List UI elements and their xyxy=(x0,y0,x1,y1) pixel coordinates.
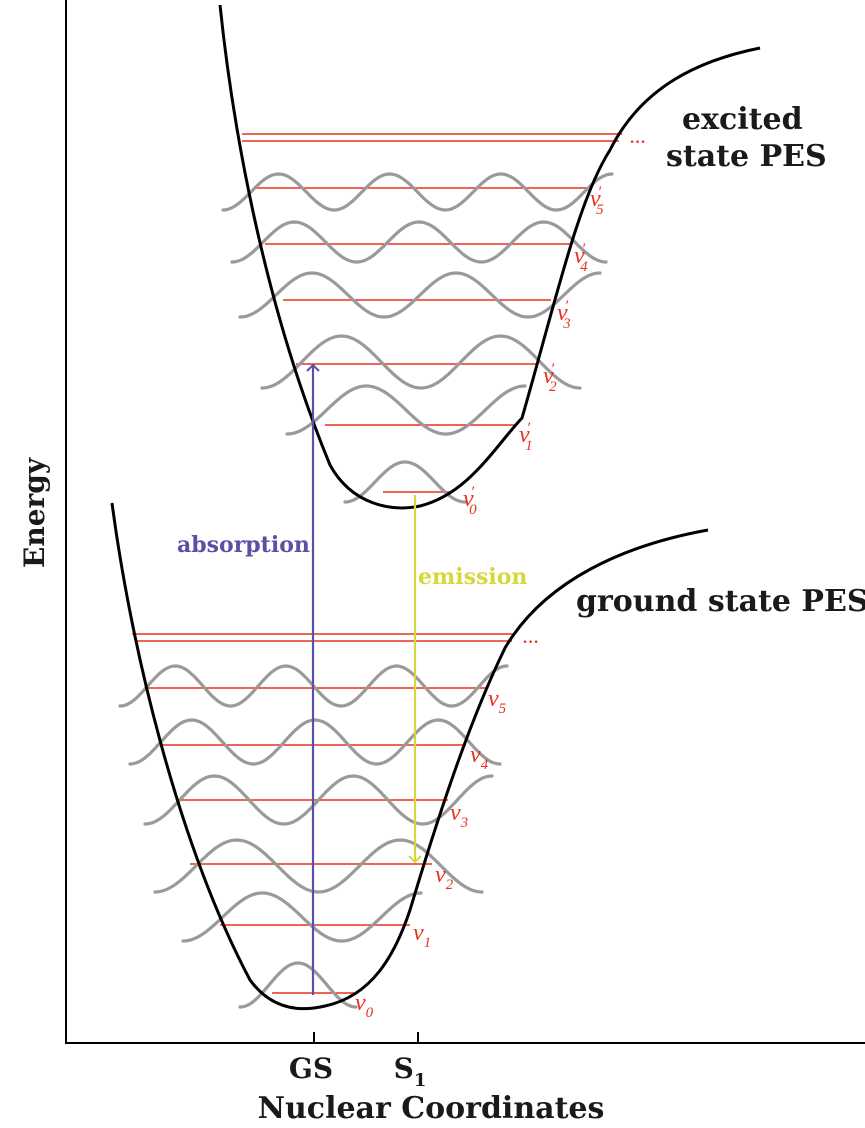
x-axis-label: Nuclear Coordinates xyxy=(258,1091,605,1126)
excited-level-label-v0: ν′ 0 xyxy=(463,484,477,518)
ground-wavefunction xyxy=(153,838,484,894)
excited-level-label-v4: ν′ 4 xyxy=(574,241,588,275)
excited-state-label-line1: excited xyxy=(682,102,803,137)
excited-wavefunction xyxy=(343,460,467,504)
emission-label: emission xyxy=(418,564,527,590)
ground-state-pes-curve xyxy=(110,502,709,1011)
excited-wavefunction xyxy=(285,384,527,436)
excited-level-label-v1: ν′ 1 xyxy=(519,420,533,454)
ground-ellipsis: ··· xyxy=(522,629,539,654)
wavefunctions xyxy=(118,172,614,1009)
excited-level-label-v2: ν′ 2 xyxy=(543,361,557,395)
ground-level-label-v3: ν3 xyxy=(450,800,468,831)
absorption-label: absorption xyxy=(177,532,310,558)
excited-state-pes-curve xyxy=(218,4,761,510)
excited-wavefunction xyxy=(260,334,582,390)
ground-state-label: ground state PES xyxy=(576,584,865,619)
excited-wavefunction xyxy=(238,271,602,319)
ground-wavefunction xyxy=(181,891,423,943)
excited-level-label-v5: ν′ 5 xyxy=(590,184,604,218)
ground-wavefunction xyxy=(143,774,494,826)
y-axis-label: Energy xyxy=(18,457,51,568)
ground-wavefunction xyxy=(238,961,358,1009)
x-tick-label-gs: GS xyxy=(289,1052,333,1085)
ground-level-label-v4: ν4 xyxy=(470,742,489,773)
ground-level-label-v2: ν2 xyxy=(435,862,454,893)
excited-level-label-v3: ν′ 3 xyxy=(557,298,571,332)
excited-ellipsis: ··· xyxy=(629,129,646,154)
excited-state-label-line2: state PES xyxy=(666,139,827,174)
excited-wavefunction xyxy=(230,220,608,264)
ground-wavefunction xyxy=(128,718,502,766)
ground-level-label-v5: ν5 xyxy=(488,686,507,717)
ground-level-label-v1: ν1 xyxy=(413,920,431,951)
ground-level-label-v0: ν0 xyxy=(355,990,374,1021)
x-tick-label-s1: S1 xyxy=(394,1052,427,1091)
excited-wavefunction xyxy=(221,172,614,212)
